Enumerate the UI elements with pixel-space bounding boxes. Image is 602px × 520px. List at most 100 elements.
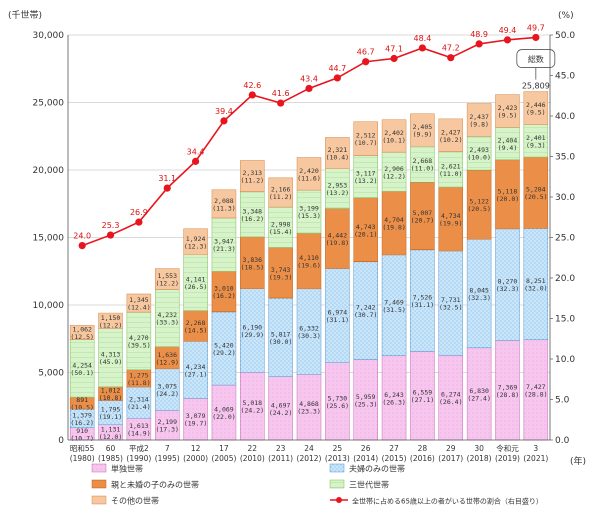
segment-percent-label: (26.3) xyxy=(382,398,405,406)
segment-percent-label: (45.9) xyxy=(99,358,122,366)
segment-value-label: 7,526 xyxy=(413,294,433,302)
x-tick-year-label: (2012) xyxy=(297,454,322,463)
left-axis-unit: (千世帯) xyxy=(8,9,42,21)
legend-label: その他の世帯 xyxy=(111,496,159,506)
segment-value-label: 4,697 xyxy=(271,401,291,409)
bar-segment xyxy=(240,191,265,238)
segment-value-label: 2,621 xyxy=(441,162,461,170)
legend-label: 単独世帯 xyxy=(111,464,143,474)
segment-percent-label: (12.2) xyxy=(99,321,122,329)
bar-segment xyxy=(126,293,152,313)
segment-percent-label: (13.2) xyxy=(326,189,349,197)
segment-value-label: 1,553 xyxy=(157,272,177,280)
bar-segment xyxy=(381,119,407,153)
segment-value-label: 4,442 xyxy=(328,232,348,240)
ratio-value-label: 47.1 xyxy=(385,44,403,53)
x-tick-year-label: (2013) xyxy=(325,454,350,463)
segment-labels: 910(10.7)1,379(16.2)891(10.5)4,254(50.1)… xyxy=(70,49,556,442)
bar-segment xyxy=(183,310,208,342)
bar-segment xyxy=(126,311,152,371)
segment-value-label: 2,446 xyxy=(526,101,546,109)
x-tick-year-label: (1985) xyxy=(98,454,123,463)
x-tick-label: 3 xyxy=(533,444,538,453)
y-right-tick-label: 10.0 xyxy=(555,355,575,365)
ratio-point xyxy=(333,74,341,82)
bar-segment xyxy=(69,325,95,340)
segment-percent-label: (9.9) xyxy=(413,131,433,139)
x-tick-label: 平成2 xyxy=(129,443,149,453)
segment-value-label: 4,234 xyxy=(186,363,206,371)
ratio-value-label: 31.1 xyxy=(158,174,176,183)
segment-value-label: 2,404 xyxy=(498,137,518,145)
bar-segment xyxy=(268,177,293,208)
segment-value-label: 7,427 xyxy=(526,383,546,391)
segment-value-label: 7,369 xyxy=(498,383,518,391)
segment-value-label: 3,348 xyxy=(243,207,263,215)
bar-segment xyxy=(466,103,492,137)
segment-percent-label: (10.7) xyxy=(70,434,93,442)
ratio-point xyxy=(503,36,512,44)
segment-percent-label: (50.1) xyxy=(70,369,93,377)
segment-value-label: 4,743 xyxy=(356,223,376,231)
bar-segment xyxy=(523,339,549,441)
x-tick-label: 25 xyxy=(333,444,343,453)
segment-percent-label: (11.2) xyxy=(241,177,264,185)
legend-label: 親と未婚の子のみの世帯 xyxy=(111,480,199,490)
segment-percent-label: (16.2) xyxy=(241,215,264,223)
segment-value-label: 5,420 xyxy=(214,341,234,349)
segment-percent-label: (18.5) xyxy=(241,263,264,271)
segment-percent-label: (28.8) xyxy=(496,391,519,399)
ratio-value-label: 39.4 xyxy=(215,107,233,116)
x-tick-label: 昭和55 xyxy=(70,444,95,453)
segment-percent-label: (24.2) xyxy=(155,390,178,398)
ratio-value-label: 25.3 xyxy=(102,221,120,230)
segment-percent-label: (32.5) xyxy=(439,304,462,312)
bar-segment xyxy=(211,189,237,219)
bar-segment xyxy=(438,151,464,188)
segment-percent-label: (31.5) xyxy=(382,306,405,314)
segment-value-label: 5,959 xyxy=(356,393,376,401)
segment-value-label: 4,704 xyxy=(384,216,404,224)
bar-segment xyxy=(296,233,322,290)
ratio-point xyxy=(418,44,427,52)
segment-value-label: 2,405 xyxy=(413,123,433,131)
bar-segment xyxy=(296,288,322,375)
legend-label: 三世代世帯 xyxy=(349,480,389,490)
segment-value-label: 2,402 xyxy=(384,129,404,137)
segment-percent-label: (20.5) xyxy=(524,193,547,201)
segment-percent-label: (16.2) xyxy=(70,419,93,427)
segment-percent-label: (39.5) xyxy=(127,341,150,349)
bar-segment xyxy=(154,289,180,347)
y-left-tick-label: 20,000 xyxy=(33,166,65,176)
segment-value-label: 5,730 xyxy=(328,394,348,402)
segment-value-label: 2,953 xyxy=(328,182,348,190)
segment-percent-label: (12.2) xyxy=(382,172,405,180)
bar-segment xyxy=(523,228,549,340)
segment-percent-label: (24.2) xyxy=(241,407,264,415)
bar-segment xyxy=(268,297,293,377)
segment-percent-label: (27.4) xyxy=(467,394,490,402)
segment-value-label: 5,118 xyxy=(498,187,518,195)
segment-value-label: 1,012 xyxy=(101,387,121,395)
segment-percent-label: (9.5) xyxy=(526,109,546,117)
bar-segment xyxy=(523,156,549,229)
y-left-tick-label: 0 xyxy=(58,436,64,446)
segment-value-label: 4,313 xyxy=(101,351,121,359)
ratio-line: 24.0 25.3 26.9 31.1 34.4 39.4 42.6 41.6 43.4 44.7… xyxy=(73,23,545,250)
legend-swatch xyxy=(91,463,107,473)
segment-percent-label: (11.0) xyxy=(439,170,462,178)
segment-value-label: 1,379 xyxy=(72,411,92,419)
segment-percent-label: (15.3) xyxy=(297,212,320,220)
segment-percent-label: (24.2) xyxy=(269,409,292,417)
bar-segment xyxy=(183,228,208,256)
x-tick-year-label: (1990) xyxy=(126,454,151,463)
ratio-value-label: 42.6 xyxy=(243,81,261,90)
segment-percent-label: (9.4) xyxy=(498,144,518,152)
bar-segment xyxy=(410,182,435,251)
x-tick-label: 30 xyxy=(474,444,484,453)
legend-line-label: 全世帯に占める65歳以上の者がいる世帯の割合（右目盛り） xyxy=(352,497,543,506)
bar-segment xyxy=(296,157,322,191)
segment-percent-label: (30.7) xyxy=(354,311,377,319)
segment-percent-label: (32.3) xyxy=(467,294,490,302)
segment-percent-label: (11.0) xyxy=(411,165,434,173)
